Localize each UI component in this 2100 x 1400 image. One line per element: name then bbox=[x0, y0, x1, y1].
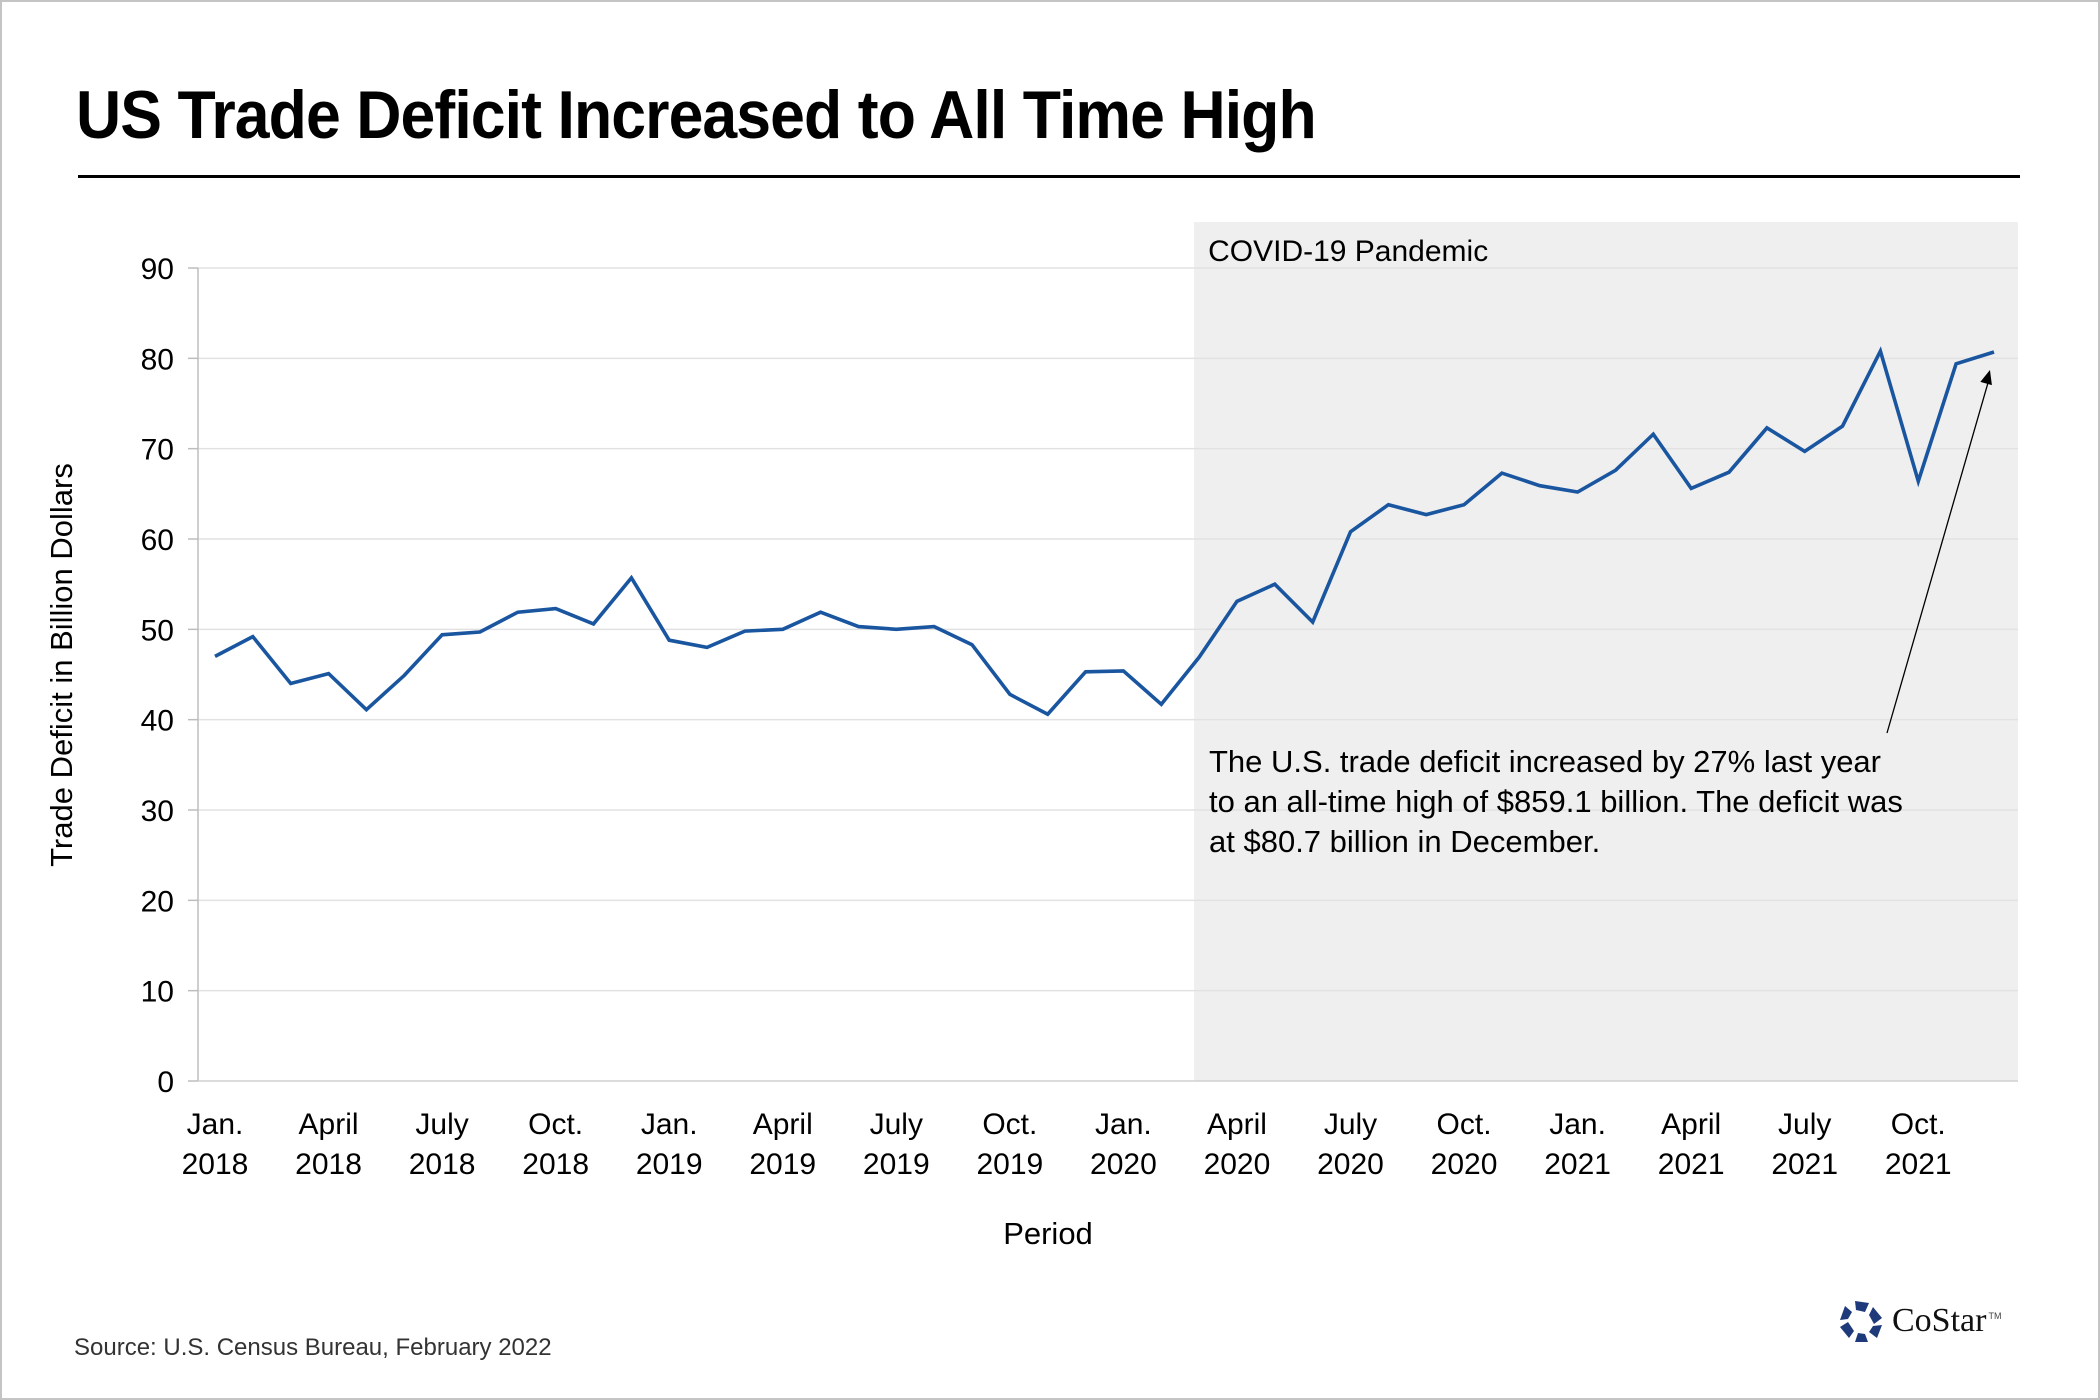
x-tick-label: July 2019 bbox=[863, 1108, 930, 1181]
y-axis-title: Trade Deficit in Billion Dollars bbox=[44, 463, 79, 867]
x-tick-month: July bbox=[870, 1108, 923, 1141]
annotation-line-1: The U.S. trade deficit increased by 27% … bbox=[1209, 744, 1881, 779]
x-tick-month: Oct. bbox=[528, 1108, 583, 1141]
x-tick-label: Oct. 2019 bbox=[976, 1108, 1043, 1181]
x-tick-year: 2018 bbox=[409, 1148, 476, 1181]
annotation-line-3: at $80.7 billion in December. bbox=[1209, 824, 1600, 859]
y-tick-label: 90 bbox=[141, 253, 174, 286]
x-tick-label: Jan. 2021 bbox=[1544, 1108, 1611, 1181]
x-tick-year: 2021 bbox=[1771, 1148, 1838, 1181]
y-tick-label: 10 bbox=[141, 976, 174, 1009]
x-tick-month: Oct. bbox=[1437, 1108, 1492, 1141]
x-tick-month: July bbox=[1324, 1108, 1377, 1141]
x-tick-year: 2018 bbox=[522, 1148, 589, 1181]
x-tick-label: April 2018 bbox=[295, 1108, 362, 1181]
x-tick-label: July 2018 bbox=[409, 1108, 476, 1181]
source-note: Source: U.S. Census Bureau, February 202… bbox=[74, 1334, 552, 1361]
x-tick-label: Oct. 2020 bbox=[1431, 1108, 1498, 1181]
x-tick-month: April bbox=[1661, 1108, 1721, 1141]
logo-wordmark: CoStar bbox=[1892, 1302, 1987, 1339]
shaded-region-covid bbox=[1194, 222, 2018, 1081]
x-tick-month: Oct. bbox=[982, 1108, 1037, 1141]
y-tick-label: 30 bbox=[141, 795, 174, 828]
x-tick-year: 2018 bbox=[295, 1148, 362, 1181]
x-tick-year: 2020 bbox=[1090, 1148, 1157, 1181]
series-line-trade-deficit bbox=[214, 346, 1995, 717]
x-tick-label: April 2020 bbox=[1204, 1108, 1271, 1181]
x-tick-label: Jan. 2019 bbox=[636, 1108, 703, 1181]
x-tick-label: Jan. 2020 bbox=[1090, 1108, 1157, 1181]
x-tick-year: 2019 bbox=[863, 1148, 930, 1181]
x-tick-year: 2021 bbox=[1544, 1148, 1611, 1181]
y-tick-label: 60 bbox=[141, 524, 174, 557]
x-tick-month: Jan. bbox=[1095, 1108, 1152, 1141]
x-tick-year: 2021 bbox=[1658, 1148, 1725, 1181]
y-tick-label: 50 bbox=[141, 614, 174, 647]
x-tick-year: 2021 bbox=[1885, 1148, 1952, 1181]
x-tick-year: 2019 bbox=[976, 1148, 1043, 1181]
x-tick-label: Oct. 2018 bbox=[522, 1108, 589, 1181]
x-tick-label: July 2020 bbox=[1317, 1108, 1384, 1181]
x-tick-label: July 2021 bbox=[1771, 1108, 1838, 1181]
annotation-line-2: to an all-time high of $859.1 billion. T… bbox=[1209, 784, 1903, 819]
annotation-arrowhead-icon bbox=[1980, 370, 1992, 386]
y-tick-label: 40 bbox=[141, 705, 174, 738]
x-tick-year: 2020 bbox=[1431, 1148, 1498, 1181]
y-tick-label: 70 bbox=[141, 434, 174, 467]
shaded-region-label: COVID-19 Pandemic bbox=[1208, 235, 1488, 268]
logo-trademark: TM bbox=[1988, 1311, 2002, 1321]
x-axis-title: Period bbox=[1003, 1216, 1093, 1251]
x-tick-month: July bbox=[415, 1108, 468, 1141]
x-tick-month: July bbox=[1778, 1108, 1831, 1141]
annotation-arrow-line bbox=[1886, 375, 1991, 734]
y-tick-label: 0 bbox=[157, 1066, 174, 1099]
x-tick-label: Jan. 2018 bbox=[182, 1108, 249, 1181]
costar-logo: CoStar TM bbox=[1838, 1298, 2001, 1344]
x-tick-label: April 2021 bbox=[1658, 1108, 1725, 1181]
y-tick-label: 20 bbox=[141, 885, 174, 918]
x-tick-year: 2020 bbox=[1204, 1148, 1271, 1181]
x-tick-year: 2020 bbox=[1317, 1148, 1384, 1181]
x-tick-month: April bbox=[753, 1108, 813, 1141]
x-tick-year: 2019 bbox=[636, 1148, 703, 1181]
y-tick-label: 80 bbox=[141, 343, 174, 376]
x-tick-label: Oct. 2021 bbox=[1885, 1108, 1952, 1181]
x-tick-month: April bbox=[299, 1108, 359, 1141]
chart-title: US Trade Deficit Increased to All Time H… bbox=[76, 77, 1317, 153]
x-tick-month: Jan. bbox=[641, 1108, 698, 1141]
costar-star-icon bbox=[1840, 1301, 1882, 1342]
x-tick-month: Jan. bbox=[1549, 1108, 1606, 1141]
x-tick-year: 2019 bbox=[749, 1148, 816, 1181]
x-tick-year: 2018 bbox=[182, 1148, 249, 1181]
x-tick-label: April 2019 bbox=[749, 1108, 816, 1181]
title-divider bbox=[78, 175, 2020, 178]
x-tick-month: Oct. bbox=[1891, 1108, 1946, 1141]
x-tick-month: April bbox=[1207, 1108, 1267, 1141]
x-tick-month: Jan. bbox=[187, 1108, 244, 1141]
